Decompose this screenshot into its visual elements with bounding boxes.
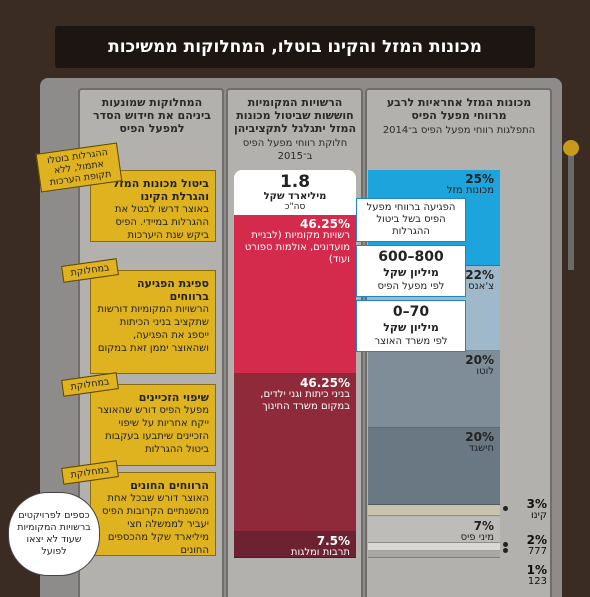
segment-name: מיני פיס (460, 531, 494, 543)
total-value: 1.8 (279, 172, 311, 192)
segment-name: חישגד (468, 442, 494, 454)
allocation-subtitle: חלוקת רווחי מפעל הפיס ב־2015 (242, 138, 348, 162)
segment-label: 3% (526, 496, 547, 511)
callout-unit: מיליון שקל (383, 321, 439, 334)
impact-callout: הפגיעה ברווחי מפעל הפיס בשל ביטול ההגרלו… (356, 198, 466, 352)
outside-label: 1% 123 (505, 563, 547, 588)
dispute-box: ספיגת הפגיעה ברווחים הרשויות המקומיות דור… (90, 270, 216, 374)
callout-range: 800–600 (378, 249, 444, 265)
dispute-text: מפעל הפיס דורש שהאוצר ייקח אחריות על שיפ… (97, 405, 209, 455)
segment: 7.5% תרבות ומלגות (234, 532, 356, 558)
segment: 46.25% בניני כיתות וגני ילדים, במקום משרד… (234, 373, 356, 533)
outside-labels: 3% קינו 2% 777 1% 123 (503, 170, 555, 590)
segment-name: מכונות מזל (446, 185, 494, 196)
segment: 20% לוטו (368, 350, 500, 428)
segment-name: צ'אנס (468, 281, 494, 293)
allocation-title: הרשויות המקומיות חוששות שביטול מכונות המ… (233, 96, 357, 135)
callout-source: לפי מפעל הפיס (377, 281, 445, 292)
outside-label: 3% קינו (505, 496, 547, 521)
callout-heading: הפגיעה ברווחי מפעל הפיס בשל ביטול ההגרלו… (356, 198, 466, 242)
allocation-header: הרשויות המקומיות חוששות שביטול מכונות המ… (232, 96, 358, 163)
segment-name: לוטו (476, 365, 494, 377)
dispute-text: האוצר דורש שבכל אחת מהשנתיים הקרובות הפי… (101, 493, 209, 556)
callout-item: 800–600 מיליון שקל לפי מפעל הפיס (356, 245, 466, 297)
total-unit: מיליארד שקל (263, 191, 327, 202)
segment-label: 1% (526, 563, 547, 578)
segment (368, 543, 500, 552)
disputes-title: המחלוקות שמונעות ביניהם את חידוש הסדר למ… (93, 96, 211, 135)
segment-label: 25% (465, 172, 494, 186)
title: מכונות המזל והקינו בוטלו, המחלוקות ממשיכ… (55, 26, 535, 68)
segment-name: קינו (530, 509, 547, 521)
dispute-text: באוצר דרשו לבטל את ההגרלות במיידי. הפיס … (114, 204, 209, 241)
callout-source: לפי משרד האוצר (374, 336, 448, 347)
dispute-box: שיפוי הזכיינים מפעל הפיס דורש שהאוצר ייקח… (90, 384, 216, 466)
segment-name: בניני כיתות וגני ילדים, במקום משרד החינו… (260, 388, 350, 412)
segment-name: רשויות מקומיות (לבניית מועדונים, אולמות … (244, 230, 350, 265)
lever-rod (568, 150, 574, 270)
bubble: כספים לפרויקטים ברשויות המקומיות שעוד לא… (8, 492, 100, 576)
callout-range: 70–0 (392, 304, 430, 320)
segment: 20% חישגד (368, 427, 500, 505)
segment-label: 2% (526, 533, 547, 548)
segment-label: 20% (465, 429, 494, 444)
leader-dot (503, 548, 508, 554)
total-box: 1.8 מיליארד שקל סה"כ (234, 170, 356, 215)
segment (368, 551, 500, 559)
segment-label: 46.25% (300, 375, 350, 390)
segment-name: תרבות ומלגות (290, 547, 350, 558)
segment-label: 22% (465, 268, 494, 283)
segment-label: 46.25% (300, 217, 350, 231)
segment-name: 123 (527, 576, 547, 588)
callout-unit: מיליון שקל (383, 266, 439, 279)
segment-name: 777 (527, 546, 547, 558)
allocation-bar: 46.25% רשויות מקומיות (לבניית מועדונים, א… (234, 215, 356, 558)
lever-knob (563, 140, 579, 156)
total-note: סה"כ (284, 202, 306, 212)
dispute-heading: הרווחים החונים (130, 479, 209, 492)
callout-item: 70–0 מיליון שקל לפי משרד האוצר (356, 300, 466, 352)
dispute-text: הרשויות המקומיות דורשות שתקציב בניני הכי… (97, 304, 209, 354)
segment (368, 504, 500, 517)
leader-dot (503, 505, 508, 511)
segment: 46.25% רשויות מקומיות (לבניית מועדונים, א… (234, 215, 356, 374)
segment-label: 7.5% (316, 534, 350, 549)
distribution-title: מכונות המזל אחראיות לרבע מרווחי מפעל הפי… (386, 96, 532, 122)
dispute-heading: שיפוי הזכיינים (138, 391, 209, 404)
dispute-heading: ספיגת הפגיעה ברווחים (136, 277, 209, 303)
outside-label: 2% 777 (505, 533, 547, 558)
dispute-box: הרווחים החונים האוצר דורש שבכל אחת מהשנתי… (90, 472, 216, 556)
segment-label: 7% (473, 518, 494, 533)
distribution-subtitle: התפלגות רווחי מפעל הפיס ב־2014 (382, 125, 536, 136)
dispute-heading: ביטול מכונות המזל והגרלת הקינו (112, 177, 209, 203)
leader-dot (503, 542, 508, 548)
segment-label: 20% (465, 352, 494, 367)
segment: 7% מיני פיס (368, 516, 500, 544)
distribution-header: מכונות המזל אחראיות לרבע מרווחי מפעל הפי… (372, 96, 546, 137)
